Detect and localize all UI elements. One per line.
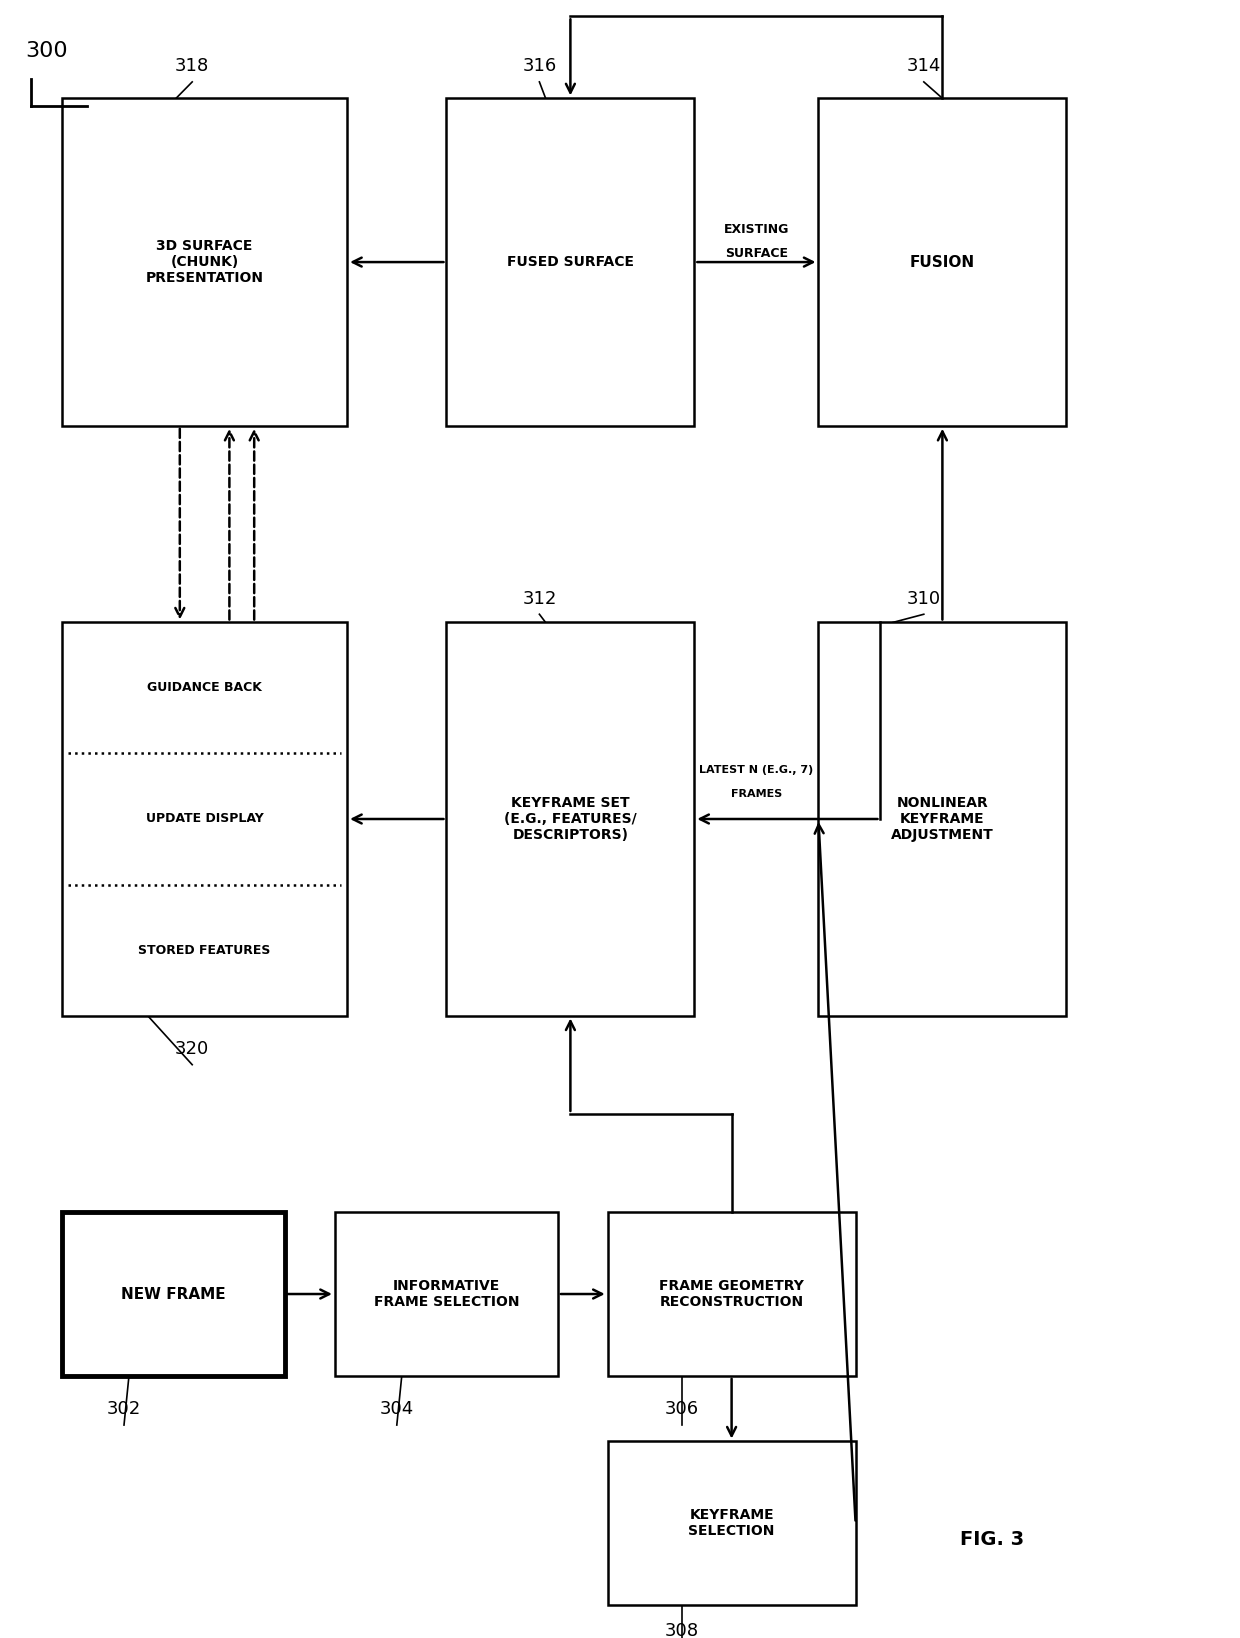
Bar <box>446 622 694 1016</box>
Text: SURFACE: SURFACE <box>725 247 787 260</box>
Text: FUSED SURFACE: FUSED SURFACE <box>507 256 634 269</box>
Text: NEW FRAME: NEW FRAME <box>122 1286 226 1302</box>
Text: 316: 316 <box>522 57 557 75</box>
Text: KEYFRAME
SELECTION: KEYFRAME SELECTION <box>688 1509 775 1538</box>
Text: FIG. 3: FIG. 3 <box>960 1530 1024 1550</box>
Bar <box>608 1441 856 1605</box>
Bar <box>818 622 1066 1016</box>
Text: 300: 300 <box>25 41 67 61</box>
Text: 310: 310 <box>906 590 941 608</box>
Text: 320: 320 <box>175 1040 210 1058</box>
Text: EXISTING: EXISTING <box>724 223 789 236</box>
Text: 304: 304 <box>379 1400 414 1419</box>
Text: UPDATE: UPDATE <box>729 0 784 3</box>
Text: NONLINEAR
KEYFRAME
ADJUSTMENT: NONLINEAR KEYFRAME ADJUSTMENT <box>892 796 993 842</box>
Bar <box>62 1212 285 1376</box>
Text: 314: 314 <box>906 57 941 75</box>
Text: 306: 306 <box>665 1400 699 1419</box>
Text: FRAME GEOMETRY
RECONSTRUCTION: FRAME GEOMETRY RECONSTRUCTION <box>660 1279 804 1309</box>
Text: 312: 312 <box>522 590 557 608</box>
Text: FRAMES: FRAMES <box>730 790 782 799</box>
Bar <box>62 622 347 1016</box>
Bar <box>446 98 694 426</box>
Text: 3D SURFACE
(CHUNK)
PRESENTATION: 3D SURFACE (CHUNK) PRESENTATION <box>145 239 264 285</box>
Text: UPDATE DISPLAY: UPDATE DISPLAY <box>146 812 263 826</box>
Bar <box>818 98 1066 426</box>
Text: KEYFRAME SET
(E.G., FEATURES/
DESCRIPTORS): KEYFRAME SET (E.G., FEATURES/ DESCRIPTOR… <box>503 796 637 842</box>
Text: 302: 302 <box>107 1400 141 1419</box>
Text: 318: 318 <box>175 57 210 75</box>
Text: GUIDANCE BACK: GUIDANCE BACK <box>148 681 262 695</box>
Text: 308: 308 <box>665 1622 699 1638</box>
Bar <box>335 1212 558 1376</box>
Text: INFORMATIVE
FRAME SELECTION: INFORMATIVE FRAME SELECTION <box>373 1279 520 1309</box>
Bar <box>608 1212 856 1376</box>
Text: FUSION: FUSION <box>910 254 975 270</box>
Text: STORED FEATURES: STORED FEATURES <box>139 943 270 957</box>
Text: LATEST N (E.G., 7): LATEST N (E.G., 7) <box>699 765 813 775</box>
Bar <box>62 98 347 426</box>
